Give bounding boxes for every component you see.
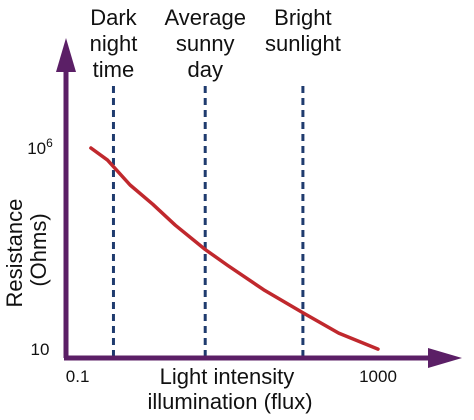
x-tick-label-2: 1000: [359, 367, 397, 386]
x-tick-labels: 0.1 1000: [66, 367, 397, 386]
y-tick-labels: 10 106: [27, 136, 53, 359]
x-axis-label: Light intensity illumination (flux): [147, 364, 312, 414]
annotation-3-line-2: sunlight: [265, 31, 341, 56]
annotation-2-line-3: day: [187, 57, 222, 82]
annotation-1-line-2: night: [90, 31, 138, 56]
x-axis-arrow: [428, 348, 462, 368]
y-tick-label-1: 10: [31, 340, 50, 359]
series-line: [89, 146, 380, 351]
y-axis-arrow: [56, 38, 76, 72]
annotation-2-line-1: Average: [164, 5, 246, 30]
x-axis-label-line-2: illumination (flux): [147, 389, 312, 414]
y-axis-label-line-2: (Ohms): [26, 213, 51, 286]
annotation-2-line-2: sunny: [176, 31, 235, 56]
annotation-1-line-1: Dark: [90, 5, 137, 30]
series-group: [89, 146, 380, 351]
y-axis-label: Resistance (Ohms): [2, 193, 51, 308]
x-tick-label-1: 0.1: [66, 367, 90, 386]
axes: [56, 38, 462, 368]
y-tick-label-2: 106: [27, 136, 53, 158]
x-axis-label-line-1: Light intensity: [160, 364, 295, 389]
annotation-3-line-1: Bright: [274, 5, 331, 30]
y-axis-label-line-1: Resistance: [2, 199, 27, 308]
guide-lines: [111, 86, 305, 358]
annotation-1-line-3: time: [93, 57, 135, 82]
